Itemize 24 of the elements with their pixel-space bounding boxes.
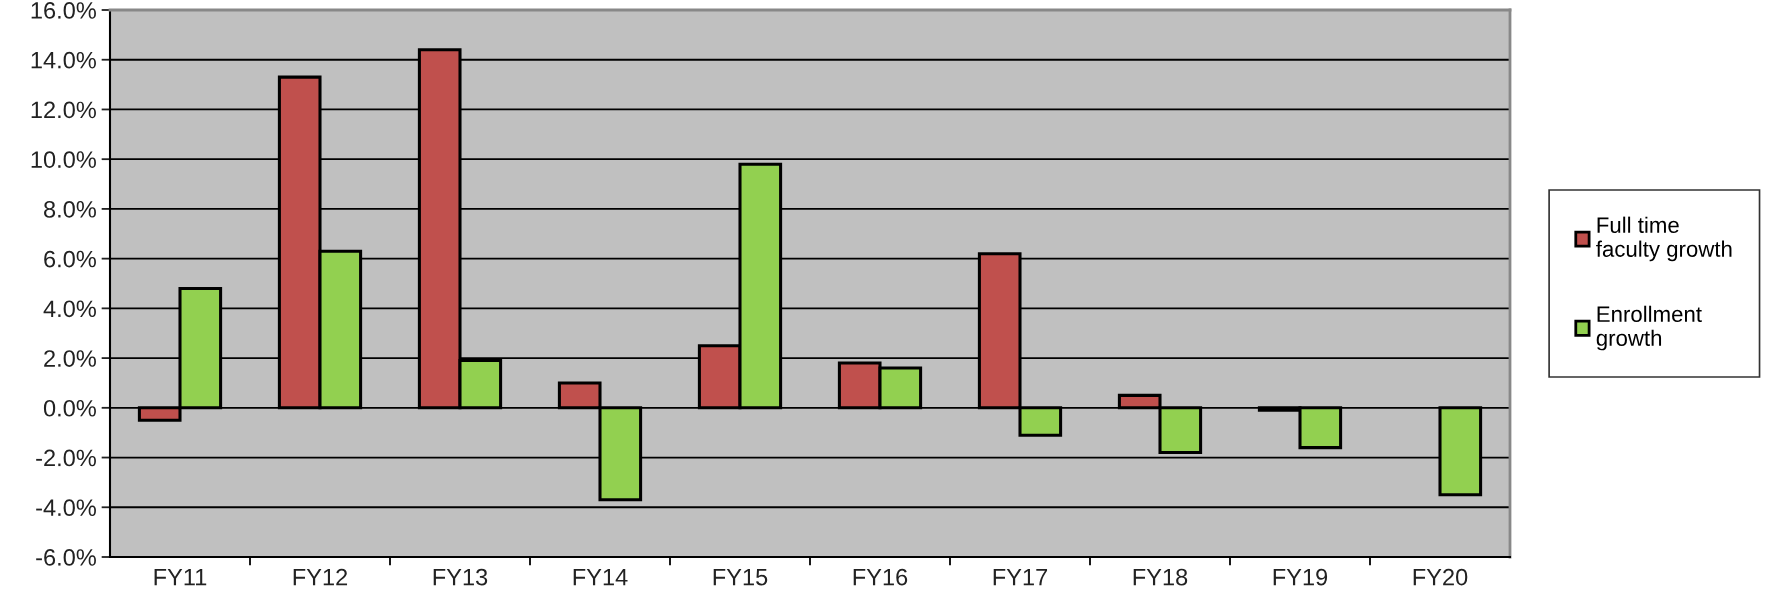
- x-tick-label: FY12: [293, 568, 348, 586]
- y-tick-label: 16.0%: [31, 2, 96, 19]
- y-tick-label: 4.0%: [43, 300, 96, 318]
- x-tick-label: FY14: [573, 568, 628, 586]
- y-tick-label: 14.0%: [31, 51, 96, 69]
- y-tick-label: -4.0%: [36, 499, 96, 517]
- y-tick-label: 6.0%: [44, 250, 96, 268]
- x-tick-label: FY20: [1413, 568, 1468, 586]
- y-tick-label: 12.0%: [31, 101, 96, 119]
- x-tick-label: FY18: [1133, 568, 1188, 586]
- y-tick-label: 10.0%: [31, 151, 96, 168]
- legend-label: Full time faculty growth: [1596, 216, 1732, 262]
- y-tick-label: 0.0%: [43, 399, 96, 417]
- y-tick-label: 2.0%: [44, 350, 96, 367]
- x-tick-label: FY13: [433, 568, 488, 586]
- x-tick-label: FY19: [1273, 568, 1328, 586]
- legend-label: Enrollment growth: [1596, 305, 1702, 351]
- x-tick-label: FY11: [154, 568, 207, 586]
- y-tick-label: -2.0%: [36, 449, 96, 467]
- y-tick-label: -6.0%: [36, 549, 96, 566]
- x-tick-label: FY15: [713, 568, 768, 586]
- x-tick-label: FY16: [853, 568, 908, 586]
- x-tick-label: FY17: [993, 568, 1048, 586]
- y-tick-label: 8.0%: [44, 200, 96, 218]
